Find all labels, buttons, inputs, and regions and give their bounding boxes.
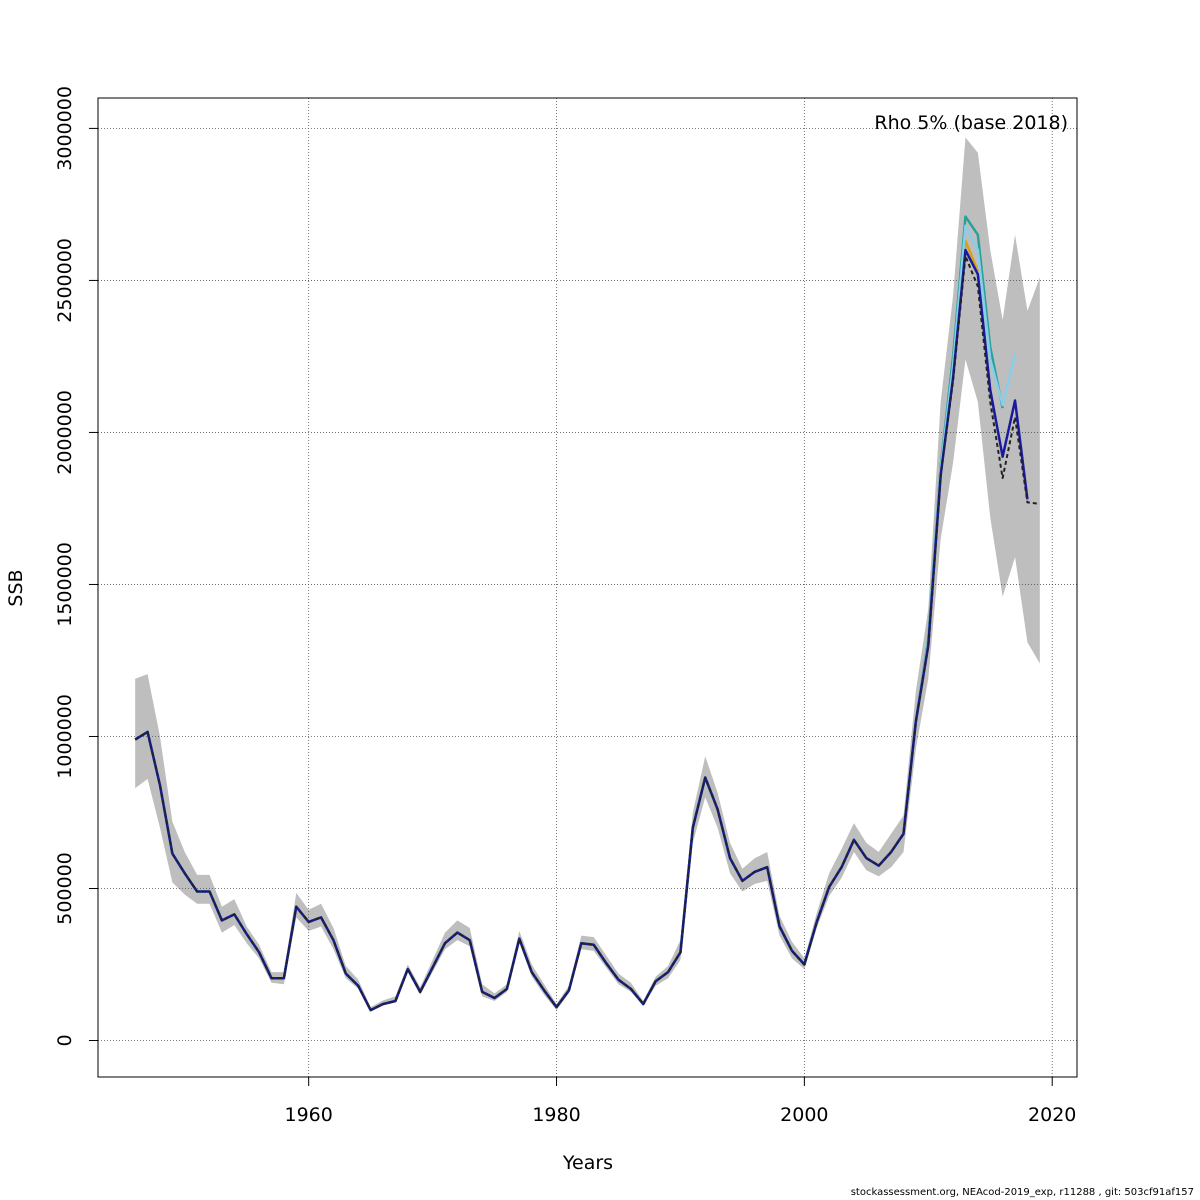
x-tick-label: 1980 — [532, 1104, 580, 1126]
y-tick-label: 500000 — [54, 852, 76, 925]
y-tick-label: 1000000 — [54, 694, 76, 779]
y-axis: 0 500000 1000000 1500000 2000000 2500000 30000… — [54, 86, 98, 1047]
confidence-band-layer — [135, 137, 1040, 1012]
x-tick-label: 2020 — [1028, 1104, 1076, 1126]
y-tick-label: 0 — [54, 1034, 76, 1046]
confidence-band — [135, 137, 1040, 1012]
chart-annotation: Rho 5% (base 2018) — [874, 112, 1068, 134]
y-axis-label: SSB — [5, 569, 27, 606]
grid-layer — [98, 98, 1077, 1077]
series-layer — [134, 215, 1040, 1012]
plot-frame — [97, 97, 1078, 1078]
series-line-6 — [134, 249, 967, 1012]
series-line-4 — [134, 215, 1004, 1012]
x-tick-label: 2000 — [780, 1104, 828, 1126]
x-tick-label: 1960 — [284, 1104, 332, 1126]
x-axis: 1960 1980 2000 2020 — [284, 1077, 1076, 1126]
y-tick-label: 3000000 — [54, 86, 76, 171]
y-tick-label: 2500000 — [54, 238, 76, 323]
series-line-1 — [134, 255, 1040, 1012]
y-tick-label: 2000000 — [54, 390, 76, 475]
x-axis-label: Years — [562, 1152, 613, 1174]
series-line-3 — [134, 224, 1017, 1012]
footer-credit: stockassessment.org, NEAcod-2019_exp, r1… — [850, 1187, 1194, 1198]
series-line-2 — [134, 248, 1029, 1012]
y-tick-label: 1500000 — [54, 542, 76, 627]
